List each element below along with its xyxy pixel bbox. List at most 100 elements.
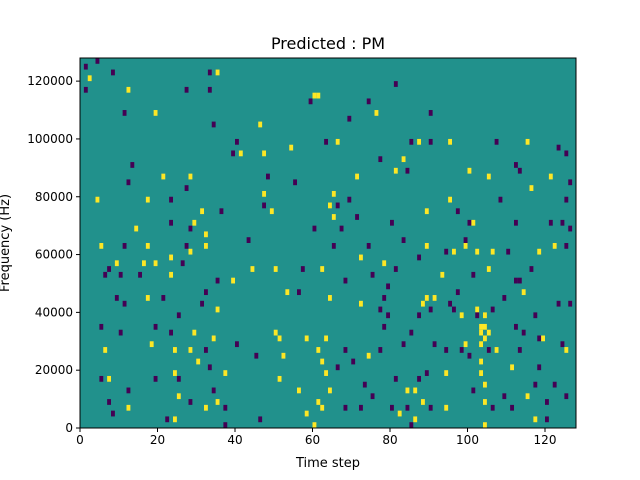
heatmap-cell [533,381,538,388]
heatmap-cell [471,387,476,394]
heatmap-cell [483,312,487,319]
heatmap-cell [207,69,212,76]
heatmap-cell [390,219,394,226]
heatmap-cell [111,410,115,417]
heatmap-cell [417,375,422,382]
heatmap-cell [486,329,491,336]
heatmap-cell [169,196,174,203]
heatmap-cell [378,156,383,163]
heatmap-cell [479,370,484,376]
heatmap-cell [467,167,472,174]
heatmap-cell [118,271,123,278]
heatmap-cell [215,277,220,284]
heatmap-cell [142,260,146,267]
heatmap-cell [537,248,542,255]
heatmap-cell [564,347,569,353]
heatmap-cell [134,225,139,232]
heatmap-cell [556,300,561,307]
heatmap-cell [308,98,313,105]
heatmap-cell [215,399,220,405]
heatmap-cell [173,347,177,353]
heatmap-cell [556,144,561,151]
heatmap-cell [490,248,495,255]
heatmap-cell [475,312,480,319]
heatmap-cell [490,404,495,411]
heatmap-cell [219,208,224,215]
heatmap-cell [122,110,127,116]
heatmap-cell [479,329,484,336]
heatmap-cell [331,243,336,249]
heatmap-cell [343,347,348,353]
heatmap-cell [494,347,499,353]
heatmap-cell [525,393,530,400]
heatmap-cell [165,416,170,423]
heatmap-cell [393,81,398,87]
heatmap-cell [409,422,414,428]
heatmap-cell [444,370,449,376]
heatmap-cell [99,323,104,330]
heatmap-cell [502,393,507,400]
heatmap-cell [401,341,406,348]
heatmap-cell [207,86,212,93]
heatmap-cell [328,202,332,209]
heatmap-cell [273,329,278,336]
heatmap-cell [114,295,119,301]
heatmap-cell [359,254,363,261]
heatmap-cell [99,375,104,382]
heatmap-cell [517,277,522,284]
heatmap-cell [312,92,317,99]
heatmap-cell [432,341,437,348]
heatmap-cell [153,260,158,267]
heatmap-cell [122,243,127,249]
heatmap-cell [204,289,208,296]
x-tick-label: 20 [150,433,165,447]
heatmap-cell [347,196,352,203]
heatmap-cell [455,208,460,215]
heatmap-cell [552,381,557,388]
heatmap-cell [483,422,487,428]
heatmap-cell [506,248,511,255]
heatmap-cell [320,358,325,365]
heatmap-cell [479,358,484,365]
heatmap-cell [211,387,216,394]
x-tick-label: 80 [382,433,397,447]
heatmap-cell [111,69,115,76]
heatmap-cell [223,370,228,376]
heatmap-cell [211,335,216,342]
heatmap-cell [362,381,367,388]
heatmap-cell [514,219,518,226]
heatmap-cell [393,167,398,174]
heatmap-cell [440,271,445,278]
heatmap-cell [316,399,321,405]
heatmap-cell [324,370,329,376]
heatmap-cell [188,347,193,353]
heatmap-cell [153,323,158,330]
heatmap-cell [176,375,181,382]
heatmap-cell [331,214,336,220]
heatmap-cell [207,364,212,371]
heatmap-cell [568,225,573,232]
heatmap-cell [83,86,88,93]
heatmap-cell [145,295,150,301]
heatmap-cell [486,266,491,272]
heatmap-cell [510,364,515,371]
heatmap-cell [541,335,546,342]
heatmap-cell [316,92,321,99]
heatmap-cell [370,393,375,400]
heatmap-cell [95,58,100,64]
heatmap-cell [335,138,340,145]
heatmap-cell [382,260,387,267]
x-tick-label: 100 [456,433,479,447]
heatmap-cell [444,248,449,255]
heatmap-cell [149,341,154,348]
heatmap-cell [328,295,332,301]
heatmap-cell [486,173,491,180]
heatmap-cell [401,156,406,163]
heatmap-cell [277,335,282,342]
heatmap-cell [169,271,174,278]
heatmap-cell [514,323,518,330]
heatmap-cell [153,110,158,116]
heatmap-cell [386,283,391,290]
heatmap-cell [521,289,526,296]
